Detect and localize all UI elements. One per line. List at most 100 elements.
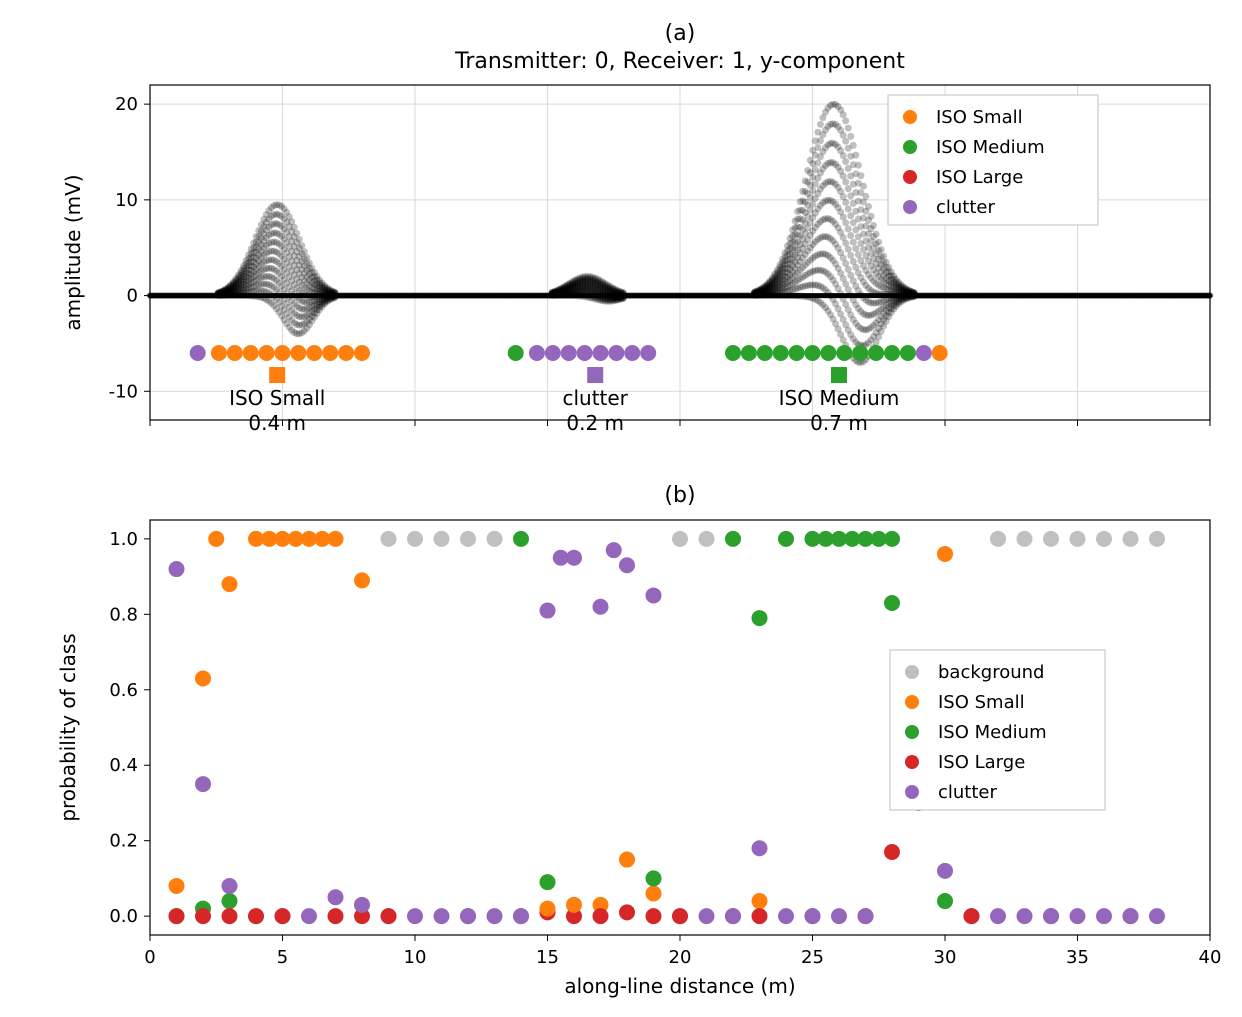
probability-point — [778, 531, 794, 547]
legend-marker — [905, 725, 919, 739]
annotation-square — [269, 367, 285, 383]
panel-b-xlabel: along-line distance (m) — [564, 974, 795, 998]
probability-point — [487, 531, 503, 547]
class-point — [275, 345, 291, 361]
legend-marker — [903, 110, 917, 124]
probability-point — [169, 908, 185, 924]
probability-point — [990, 531, 1006, 547]
probability-point — [1096, 908, 1112, 924]
probability-point — [169, 878, 185, 894]
probability-point — [566, 897, 582, 913]
class-point — [608, 345, 624, 361]
probability-point — [1043, 908, 1059, 924]
probability-point — [884, 844, 900, 860]
probability-point — [646, 886, 662, 902]
class-point — [725, 345, 741, 361]
annotation-square — [831, 367, 847, 383]
probability-point — [1070, 908, 1086, 924]
probability-point — [937, 546, 953, 562]
class-point — [916, 345, 932, 361]
probability-point — [487, 908, 503, 924]
class-point — [884, 345, 900, 361]
probability-point — [513, 531, 529, 547]
class-point — [900, 345, 916, 361]
legend-marker — [903, 200, 917, 214]
figure-svg: (a)Transmitter: 0, Receiver: 1, y-compon… — [10, 10, 1232, 1007]
probability-point — [169, 561, 185, 577]
figure-container: (a)Transmitter: 0, Receiver: 1, y-compon… — [10, 10, 1232, 1007]
class-point — [577, 345, 593, 361]
class-point — [640, 345, 656, 361]
xtick-label: 40 — [1199, 947, 1222, 968]
probability-point — [1149, 908, 1165, 924]
annotation-sublabel: 0.2 m — [566, 411, 624, 435]
class-point — [932, 345, 948, 361]
xtick-label: 5 — [277, 947, 288, 968]
class-point — [529, 345, 545, 361]
legend-label: ISO Small — [936, 107, 1023, 128]
probability-point — [1017, 531, 1033, 547]
probability-point — [248, 908, 264, 924]
class-point — [593, 345, 609, 361]
legend-label: ISO Small — [938, 692, 1025, 713]
probability-point — [937, 893, 953, 909]
ytick-label: 10 — [115, 190, 138, 211]
probability-point — [1096, 531, 1112, 547]
probability-point — [646, 908, 662, 924]
annotation-label: clutter — [562, 386, 628, 410]
probability-point — [858, 908, 874, 924]
probability-point — [301, 908, 317, 924]
ytick-label: 0 — [127, 286, 138, 307]
probability-point — [222, 908, 238, 924]
legend-label: ISO Medium — [936, 137, 1045, 158]
probability-point — [778, 908, 794, 924]
legend-label: ISO Large — [938, 752, 1025, 773]
ytick-label: 20 — [115, 94, 138, 115]
probability-point — [354, 897, 370, 913]
panel-a-title: (a) — [665, 21, 696, 46]
probability-point — [725, 908, 741, 924]
probability-point — [540, 901, 556, 917]
probability-point — [831, 908, 847, 924]
probability-point — [752, 908, 768, 924]
legend-marker — [905, 695, 919, 709]
annotation-label: ISO Small — [229, 386, 325, 410]
probability-point — [328, 531, 344, 547]
probability-point — [606, 542, 622, 558]
probability-point — [672, 531, 688, 547]
xtick-label: 0 — [144, 947, 155, 968]
probability-point — [195, 908, 211, 924]
probability-point — [222, 878, 238, 894]
legend-label: ISO Medium — [938, 722, 1047, 743]
annotation-square — [587, 367, 603, 383]
class-point — [741, 345, 757, 361]
probability-point — [275, 908, 291, 924]
probability-point — [752, 840, 768, 856]
probability-point — [1043, 531, 1059, 547]
probability-point — [964, 908, 980, 924]
class-point — [306, 345, 322, 361]
class-point — [773, 345, 789, 361]
xtick-label: 15 — [536, 947, 559, 968]
class-point — [757, 345, 773, 361]
class-point — [789, 345, 805, 361]
probability-point — [699, 531, 715, 547]
probability-point — [672, 908, 688, 924]
probability-point — [540, 603, 556, 619]
probability-point — [752, 610, 768, 626]
annotation-label: ISO Medium — [779, 386, 900, 410]
probability-point — [381, 908, 397, 924]
annotation-sublabel: 0.4 m — [248, 411, 306, 435]
legend-marker — [903, 140, 917, 154]
probability-point — [513, 908, 529, 924]
legend-marker — [905, 785, 919, 799]
probability-point — [540, 874, 556, 890]
probability-point — [646, 587, 662, 603]
class-point — [820, 345, 836, 361]
xtick-label: 10 — [404, 947, 427, 968]
probability-point — [699, 908, 715, 924]
panel-b-ylabel: probability of class — [56, 633, 80, 821]
class-point — [190, 345, 206, 361]
probability-point — [1123, 908, 1139, 924]
probability-point — [990, 908, 1006, 924]
